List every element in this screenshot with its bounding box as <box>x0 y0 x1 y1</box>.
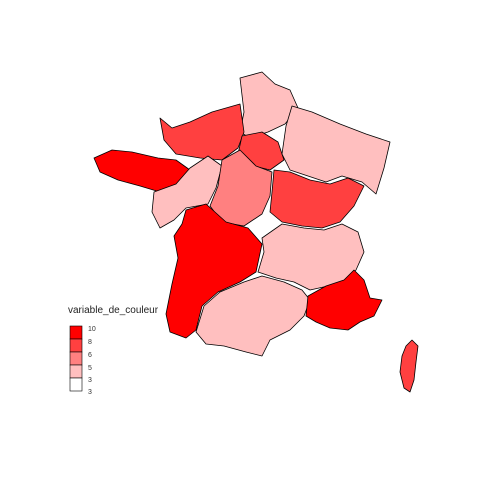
legend-swatch <box>69 338 83 353</box>
legend-label: 10 <box>88 326 96 333</box>
region-nouvelle-aquitaine[interactable] <box>165 203 263 339</box>
legend-title: variable_de_couleur <box>68 305 159 316</box>
legend-swatch <box>69 325 83 340</box>
region-corse[interactable] <box>399 339 419 393</box>
region-bourgogne-franche-comte[interactable] <box>269 169 365 229</box>
legend-label: 6 <box>88 352 92 359</box>
legend: variable_de_couleur 10 8 6 5 3 3 <box>68 305 159 396</box>
legend-label: 8 <box>88 339 92 346</box>
legend-label: 3 <box>88 377 92 384</box>
region-pays-de-la-loire[interactable] <box>151 155 223 229</box>
legend-swatch <box>69 351 83 366</box>
region-paca[interactable] <box>305 269 383 331</box>
region-occitanie[interactable] <box>195 275 311 357</box>
region-normandie[interactable] <box>159 103 245 161</box>
legend-swatch <box>69 364 83 379</box>
legend-label: 3 <box>88 389 92 396</box>
region-grand-est[interactable] <box>281 105 391 195</box>
legend-label: 5 <box>88 365 92 372</box>
legend-swatch <box>69 377 83 392</box>
region-centre-val-de-loire[interactable] <box>209 149 273 227</box>
